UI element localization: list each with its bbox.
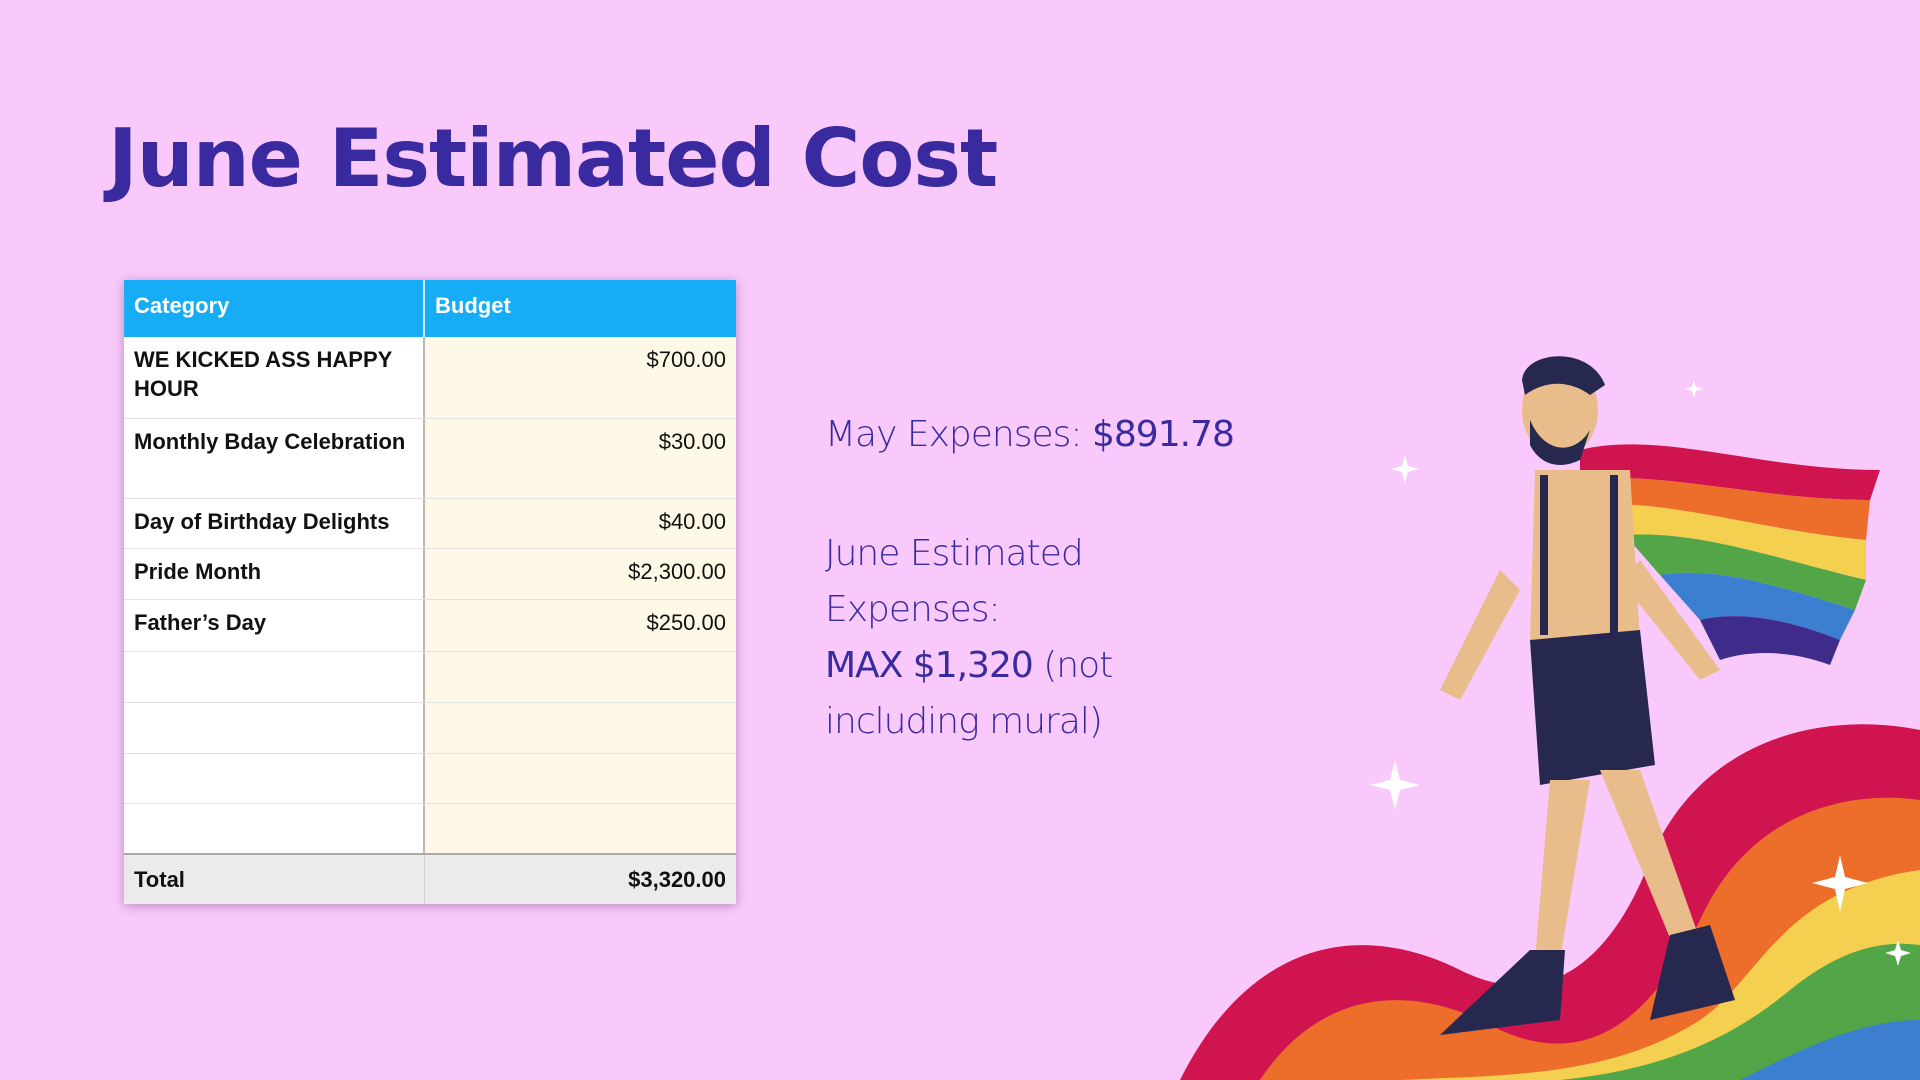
table-row: Monthly Bday Celebration $30.00 bbox=[124, 419, 736, 499]
table-row-empty bbox=[124, 652, 736, 703]
may-value: $891.78 bbox=[1091, 414, 1235, 455]
category-cell: Monthly Bday Celebration bbox=[124, 419, 425, 498]
budget-cell: $250.00 bbox=[425, 600, 736, 651]
category-cell: Father’s Day bbox=[124, 600, 425, 651]
table-row: Day of Birthday Delights $40.00 bbox=[124, 499, 736, 549]
category-cell bbox=[124, 754, 425, 803]
category-cell bbox=[124, 804, 425, 853]
category-cell bbox=[124, 703, 425, 753]
category-cell bbox=[124, 652, 425, 702]
may-expenses: May Expenses: $891.78 bbox=[825, 414, 1235, 455]
may-label: May Expenses: bbox=[825, 414, 1083, 455]
budget-cell bbox=[425, 652, 736, 702]
sparkle-icon bbox=[1370, 380, 1911, 966]
june-note: (not including mural) bbox=[825, 645, 1113, 742]
budget-table: Category Budget WE KICKED ASS HAPPY HOUR… bbox=[124, 280, 736, 904]
june-value: MAX $1,320 bbox=[825, 645, 1034, 686]
table-row: Pride Month $2,300.00 bbox=[124, 549, 736, 600]
table-header: Category Budget bbox=[124, 280, 736, 337]
category-cell: Day of Birthday Delights bbox=[124, 499, 425, 548]
table-row-empty bbox=[124, 703, 736, 754]
table-total-row: Total $3,320.00 bbox=[124, 853, 736, 904]
rainbow-wave bbox=[1180, 724, 1920, 1080]
budget-cell: $30.00 bbox=[425, 419, 736, 498]
table-row: Father’s Day $250.00 bbox=[124, 600, 736, 652]
category-cell: Pride Month bbox=[124, 549, 425, 599]
total-value: $3,320.00 bbox=[628, 867, 726, 892]
budget-cell: $2,300.00 bbox=[425, 549, 736, 599]
budget-cell bbox=[425, 754, 736, 803]
table-row-empty bbox=[124, 754, 736, 804]
man-figure bbox=[1440, 356, 1735, 1035]
budget-cell bbox=[425, 703, 736, 753]
budget-cell: $40.00 bbox=[425, 499, 736, 548]
june-label: June Estimated Expenses: bbox=[825, 533, 1084, 630]
page-title: June Estimated Cost bbox=[108, 112, 998, 205]
header-budget: Budget bbox=[435, 293, 511, 318]
budget-cell: $700.00 bbox=[425, 337, 736, 418]
table-row: WE KICKED ASS HAPPY HOUR $700.00 bbox=[124, 337, 736, 419]
june-expenses: June Estimated Expenses: MAX $1,320 (not… bbox=[825, 526, 1265, 750]
total-label: Total bbox=[124, 855, 425, 904]
pride-flag bbox=[1580, 444, 1880, 665]
category-cell: WE KICKED ASS HAPPY HOUR bbox=[124, 337, 425, 418]
budget-cell bbox=[425, 804, 736, 853]
table-row-empty bbox=[124, 804, 736, 853]
header-category: Category bbox=[124, 280, 425, 337]
